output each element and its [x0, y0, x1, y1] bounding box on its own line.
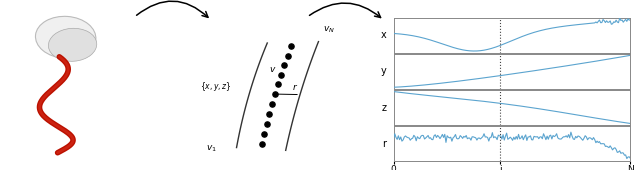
FancyArrowPatch shape: [136, 1, 208, 17]
Text: $r$: $r$: [292, 82, 298, 92]
Point: [262, 123, 272, 125]
Text: r: r: [383, 139, 387, 149]
Text: $\{x,y,z\}$: $\{x,y,z\}$: [200, 80, 231, 93]
Point: [282, 54, 292, 57]
Text: x: x: [381, 30, 387, 40]
Point: [264, 113, 275, 115]
Point: [259, 133, 269, 135]
Point: [269, 93, 280, 95]
Text: y: y: [381, 66, 387, 76]
Point: [276, 73, 286, 76]
Text: $v_1$: $v_1$: [206, 143, 217, 154]
FancyArrowPatch shape: [310, 3, 381, 18]
Text: $v_N$: $v_N$: [323, 25, 335, 35]
Point: [279, 64, 289, 66]
Point: [267, 103, 277, 105]
Point: [273, 83, 283, 86]
Point: [257, 143, 267, 146]
Ellipse shape: [49, 28, 97, 61]
Ellipse shape: [35, 16, 96, 58]
Text: $v$: $v$: [269, 65, 276, 74]
Point: [286, 45, 296, 48]
Text: z: z: [381, 103, 387, 113]
